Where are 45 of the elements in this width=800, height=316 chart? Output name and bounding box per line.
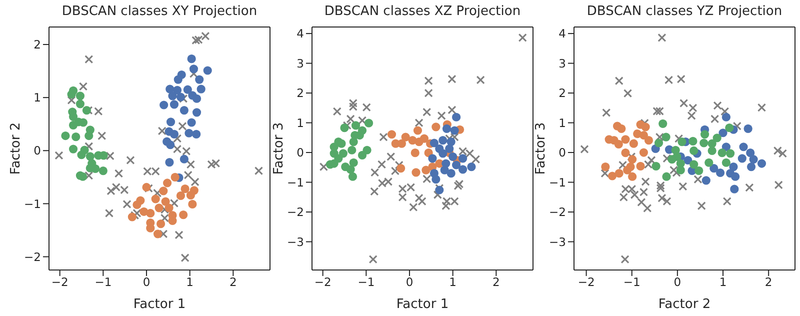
x-tick-label: 2 bbox=[230, 275, 237, 290]
chart-title: DBSCAN classes YZ Projection bbox=[586, 3, 784, 21]
chart-title: DBSCAN classes XY Projection bbox=[60, 3, 258, 21]
y-tick-label: 3 bbox=[296, 56, 304, 70]
x-tick-label: 1 bbox=[186, 275, 194, 290]
x-tick-label: −1 bbox=[358, 275, 375, 290]
x-tick-label: −1 bbox=[623, 275, 640, 290]
x-tick-label: 1 bbox=[449, 275, 456, 290]
y-tick-label: 4 bbox=[558, 26, 566, 41]
x-tick-label: −2 bbox=[578, 275, 595, 290]
y-tick-label: 1 bbox=[296, 116, 304, 130]
y-tick-label: −1 bbox=[549, 175, 566, 190]
y-tick-label: 1 bbox=[34, 90, 41, 105]
x-tick-label: 1 bbox=[719, 275, 727, 290]
y-tick-label: −2 bbox=[24, 250, 41, 264]
x-axis-title: Factor 2 bbox=[658, 297, 711, 312]
x-tick-label: 0 bbox=[142, 275, 150, 290]
y-tick-label: 2 bbox=[34, 38, 41, 52]
y-tick-label: −3 bbox=[549, 234, 566, 249]
y-tick-label: 0 bbox=[296, 146, 304, 160]
y-tick-label: −1 bbox=[287, 175, 304, 190]
x-tick-label: −2 bbox=[51, 275, 68, 290]
x-tick-label: 0 bbox=[406, 275, 414, 290]
chart-title: DBSCAN classes XZ Projection bbox=[323, 3, 522, 21]
y-axis-title: Factor 2 bbox=[8, 122, 24, 175]
x-tick-label: −1 bbox=[94, 275, 112, 290]
x-tick-label: 2 bbox=[492, 275, 500, 290]
x-tick-label: −2 bbox=[314, 275, 332, 290]
y-tick-label: 0 bbox=[558, 146, 566, 160]
y-tick-label: 0 bbox=[34, 144, 41, 158]
y-tick-label: 1 bbox=[558, 116, 566, 130]
y-tick-label: −2 bbox=[287, 205, 304, 220]
y-axis-title: Factor 3 bbox=[534, 122, 549, 175]
x-axis-title: Factor 1 bbox=[396, 297, 449, 312]
x-tick-label: 0 bbox=[674, 275, 682, 290]
y-tick-label: −1 bbox=[24, 196, 41, 211]
y-tick-label: 4 bbox=[296, 26, 304, 41]
y-tick-label: 3 bbox=[558, 56, 566, 70]
x-tick-label: 2 bbox=[764, 275, 772, 290]
y-axis-title: Factor 3 bbox=[272, 122, 287, 175]
y-tick-label: 2 bbox=[558, 86, 566, 100]
x-axis-title: Factor 1 bbox=[133, 297, 186, 312]
y-tick-label: −3 bbox=[287, 234, 304, 249]
y-tick-label: −2 bbox=[549, 205, 566, 220]
y-tick-label: 2 bbox=[296, 86, 304, 100]
